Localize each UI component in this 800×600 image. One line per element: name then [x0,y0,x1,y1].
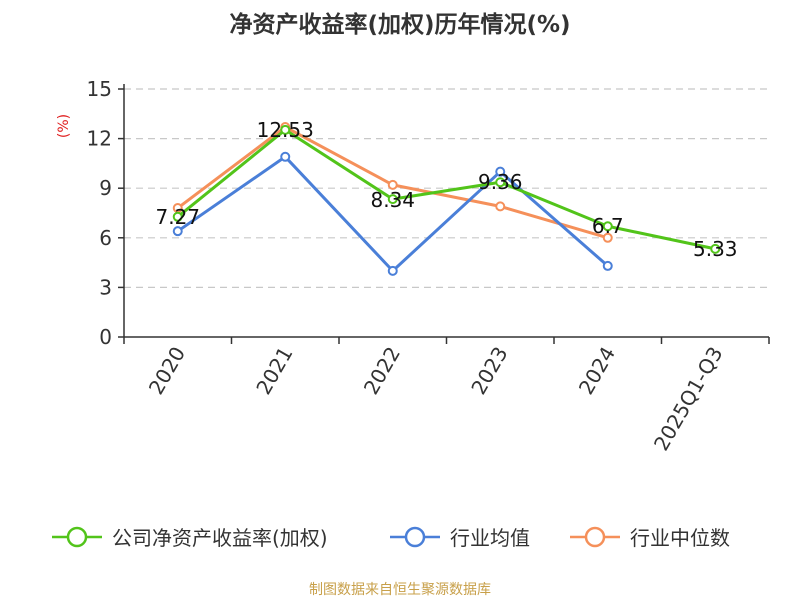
x-tick-label-2022: 2022 [359,343,405,399]
point-s1-2021 [280,151,291,162]
legend-label-1: 行业均值 [450,526,530,550]
series-line-1 [176,155,609,273]
x-tick-label-2023: 2023 [466,343,512,399]
data-label-2024: 6.7 [592,214,624,238]
series-line-0 [176,128,716,251]
data-label-2022: 8.34 [370,188,415,212]
y-tick-label-0: 0 [99,325,112,349]
point-s1-2022 [387,265,398,276]
series-layer [172,122,721,276]
source-note: 制图数据来自恒生聚源数据库 [309,582,491,598]
data-label-2023: 9.36 [478,170,523,194]
data-label-2020: 7.27 [155,205,200,229]
point-s0-2021 [280,124,291,135]
x-tick-label-2024: 2024 [574,343,620,399]
x-tick-label-2021: 2021 [251,343,297,399]
data-labels: 7.27 12.53 8.34 9.36 6.7 5.33 [155,118,737,261]
x-tick-label-2020: 2020 [144,343,190,399]
y-tick-label-12: 12 [87,127,112,151]
point-s0-2022 [387,194,398,205]
point-s2-2024 [602,232,613,243]
legend-marker-2 [584,526,606,548]
x-tick-label-2025Q1-Q3: 2025Q1-Q3 [649,343,728,455]
chart-title: 净资产收益率(加权)历年情况(%) [229,11,570,38]
point-s2-2023 [495,201,506,212]
point-s1-2023 [495,166,506,177]
y-tick-label-15: 15 [87,77,112,101]
point-s0-2023 [495,177,506,188]
y-axis-label: (%) [56,114,72,138]
point-s0-2020 [172,211,183,222]
y-tick-label-9: 9 [99,176,112,200]
legend-label-2: 行业中位数 [630,526,730,550]
point-s1-2024 [602,260,613,271]
axes: 0 3 6 9 12 15 2020 2021 2022 2023 2024 2025Q1-Q3 [87,77,770,455]
legend: 公司净资产收益率(加权) 行业均值 行业中位数 [52,526,730,550]
grid-lines [124,88,769,288]
y-tick-label-6: 6 [99,226,112,250]
point-s1-2020 [172,226,183,237]
data-label-2021: 12.53 [257,118,314,142]
point-s2-2022 [387,179,398,190]
legend-marker-0 [66,526,88,548]
y-tick-label-3: 3 [99,275,112,299]
legend-label-0: 公司净资产收益率(加权) [112,526,328,550]
point-s0-2025Q1-Q3 [710,243,721,254]
data-label-2025Q1-Q3: 5.33 [693,237,738,261]
point-s0-2024 [602,221,613,232]
legend-marker-1 [404,526,426,548]
